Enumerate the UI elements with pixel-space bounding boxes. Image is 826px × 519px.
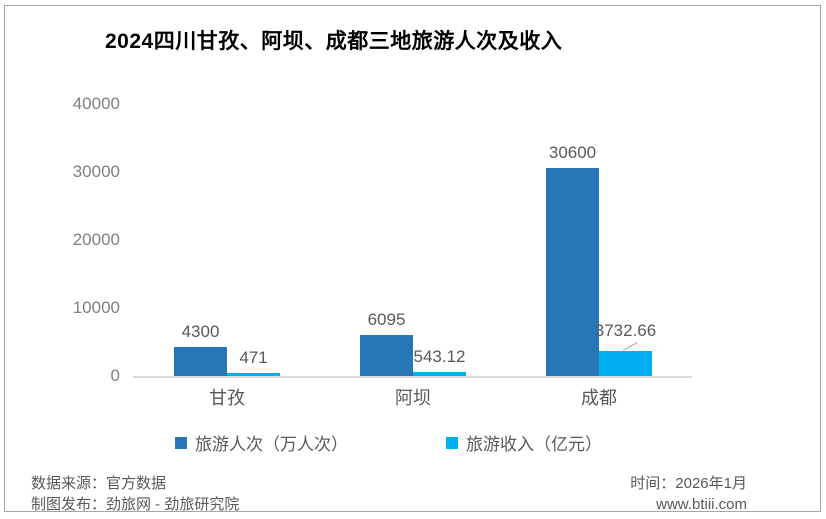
bar-value-label: 30600 [548, 143, 597, 162]
bar-value-label: 471 [239, 348, 268, 367]
y-axis-tick: 0 [110, 366, 120, 385]
publisher-line: 制图发布：劲旅网 - 劲旅研究院 [31, 496, 240, 513]
label-leader-line [622, 342, 638, 351]
legend-label-visitors: 旅游人次（万人次） [195, 435, 348, 454]
bar [599, 351, 652, 376]
y-axis-tick: 30000 [72, 162, 120, 181]
bar [360, 335, 413, 376]
footer-time-block: 时间：2026年1月 www.btiii.com [630, 473, 747, 515]
website-text: www.btiii.com [656, 496, 747, 513]
x-axis-label: 阿坝 [395, 388, 431, 408]
y-axis-tick: 40000 [72, 94, 120, 113]
footer-source-block: 数据来源：官方数据 制图发布：劲旅网 - 劲旅研究院 [31, 473, 239, 515]
bar [174, 347, 227, 376]
x-axis-line [133, 376, 692, 378]
legend-swatch-revenue [446, 436, 458, 449]
bar [413, 372, 466, 376]
chart-frame: 2024四川甘孜、阿坝、成都三地旅游人次及收入 旅游人次（万人次） 旅游收入（亿… [4, 5, 821, 515]
bar-value-label: 3732.66 [594, 321, 657, 340]
bar-value-label: 543.12 [413, 347, 466, 366]
legend-label-revenue: 旅游收入（亿元） [466, 435, 602, 454]
x-axis-label: 甘孜 [209, 388, 245, 408]
y-axis-tick: 20000 [72, 230, 120, 249]
legend-item-visitors: 旅游人次（万人次） [175, 430, 348, 455]
data-source-line: 数据来源：官方数据 [31, 475, 167, 492]
bar [546, 168, 599, 376]
legend-swatch-visitors [175, 436, 187, 449]
bar-value-label: 6095 [367, 310, 406, 329]
bar-value-label: 4300 [181, 322, 220, 341]
bar [227, 373, 280, 376]
time-line: 时间：2026年1月 [630, 475, 747, 492]
legend-item-revenue: 旅游收入（亿元） [446, 430, 602, 455]
chart-title: 2024四川甘孜、阿坝、成都三地旅游人次及收入 [105, 30, 563, 53]
y-axis-tick: 10000 [72, 298, 120, 317]
x-axis-label: 成都 [581, 388, 617, 408]
